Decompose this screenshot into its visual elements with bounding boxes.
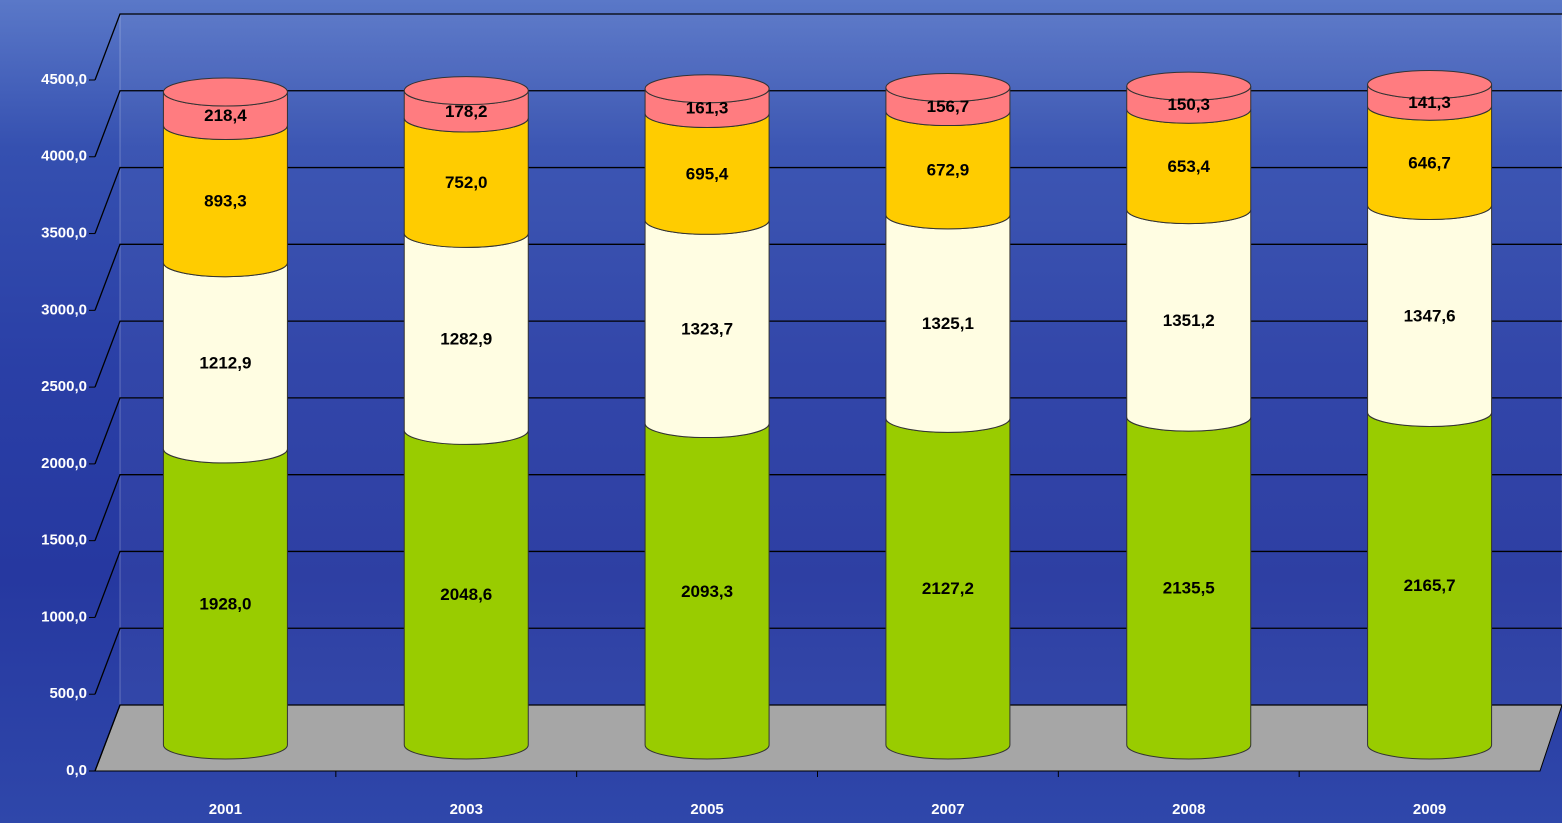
value-label: 1282,9 (440, 329, 492, 348)
grid-line (94, 550, 1562, 618)
x-tick-label: 2005 (690, 801, 723, 818)
value-label: 2165,7 (1404, 576, 1456, 595)
value-label: 150,3 (1167, 95, 1210, 114)
value-label: 1347,6 (1404, 306, 1456, 325)
value-label: 156,7 (927, 97, 970, 116)
value-label: 2048,6 (440, 585, 492, 604)
grid-line (94, 166, 1562, 234)
grid-line (94, 320, 1562, 388)
y-tick-label: 3000,0 (41, 301, 87, 318)
cylinder-cap (162, 77, 288, 107)
value-label: 1325,1 (922, 314, 974, 333)
value-label: 178,2 (445, 102, 488, 121)
y-tick-label: 2500,0 (41, 378, 87, 395)
x-tick-label: 2009 (1413, 801, 1446, 818)
y-tick-label: 500,0 (49, 685, 87, 702)
value-label: 2093,3 (681, 582, 733, 601)
value-label: 1351,2 (1163, 311, 1215, 330)
x-tick-label: 2003 (450, 801, 483, 818)
cylinder-cap (1367, 70, 1493, 100)
value-label: 1928,0 (199, 594, 251, 613)
value-label: 141,3 (1408, 93, 1451, 112)
value-label: 893,3 (204, 192, 247, 211)
y-axis-front (95, 14, 120, 771)
cylinder-cap (644, 74, 770, 104)
grid-line (94, 13, 1562, 81)
value-label: 2127,2 (922, 579, 974, 598)
grid-line (94, 90, 1562, 158)
value-label: 1212,9 (199, 353, 251, 372)
x-tick-label: 2008 (1172, 801, 1205, 818)
grid-line (94, 627, 1562, 695)
grid-line (94, 474, 1562, 541)
y-axis (94, 704, 121, 772)
value-label: 1323,7 (681, 319, 733, 338)
y-tick-label: 1500,0 (41, 532, 87, 549)
y-tick-label: 3500,0 (41, 225, 87, 242)
y-tick-label: 2000,0 (41, 455, 87, 472)
value-label: 646,7 (1408, 153, 1451, 172)
value-label: 653,4 (1167, 157, 1210, 176)
value-label: 695,4 (686, 164, 729, 183)
y-tick-label: 0,0 (66, 762, 87, 779)
value-label: 161,3 (686, 99, 729, 118)
y-tick-label: 1000,0 (41, 608, 87, 625)
value-label: 752,0 (445, 173, 488, 192)
cylinder-cap (403, 76, 529, 106)
floor (94, 704, 1562, 772)
y-tick-label: 4000,0 (41, 148, 87, 165)
cylinder-cap (1126, 71, 1252, 101)
y-tick-label: 4500,0 (41, 71, 87, 88)
grid-line (94, 397, 1562, 465)
grid-line (94, 243, 1562, 311)
cylinder-cap (885, 72, 1011, 102)
x-tick-label: 2001 (209, 801, 242, 818)
back-wall (119, 13, 1562, 706)
value-label: 218,4 (204, 106, 247, 125)
x-tick-label: 2007 (931, 801, 964, 818)
value-label: 672,9 (927, 161, 970, 180)
value-label: 2135,5 (1163, 579, 1215, 598)
